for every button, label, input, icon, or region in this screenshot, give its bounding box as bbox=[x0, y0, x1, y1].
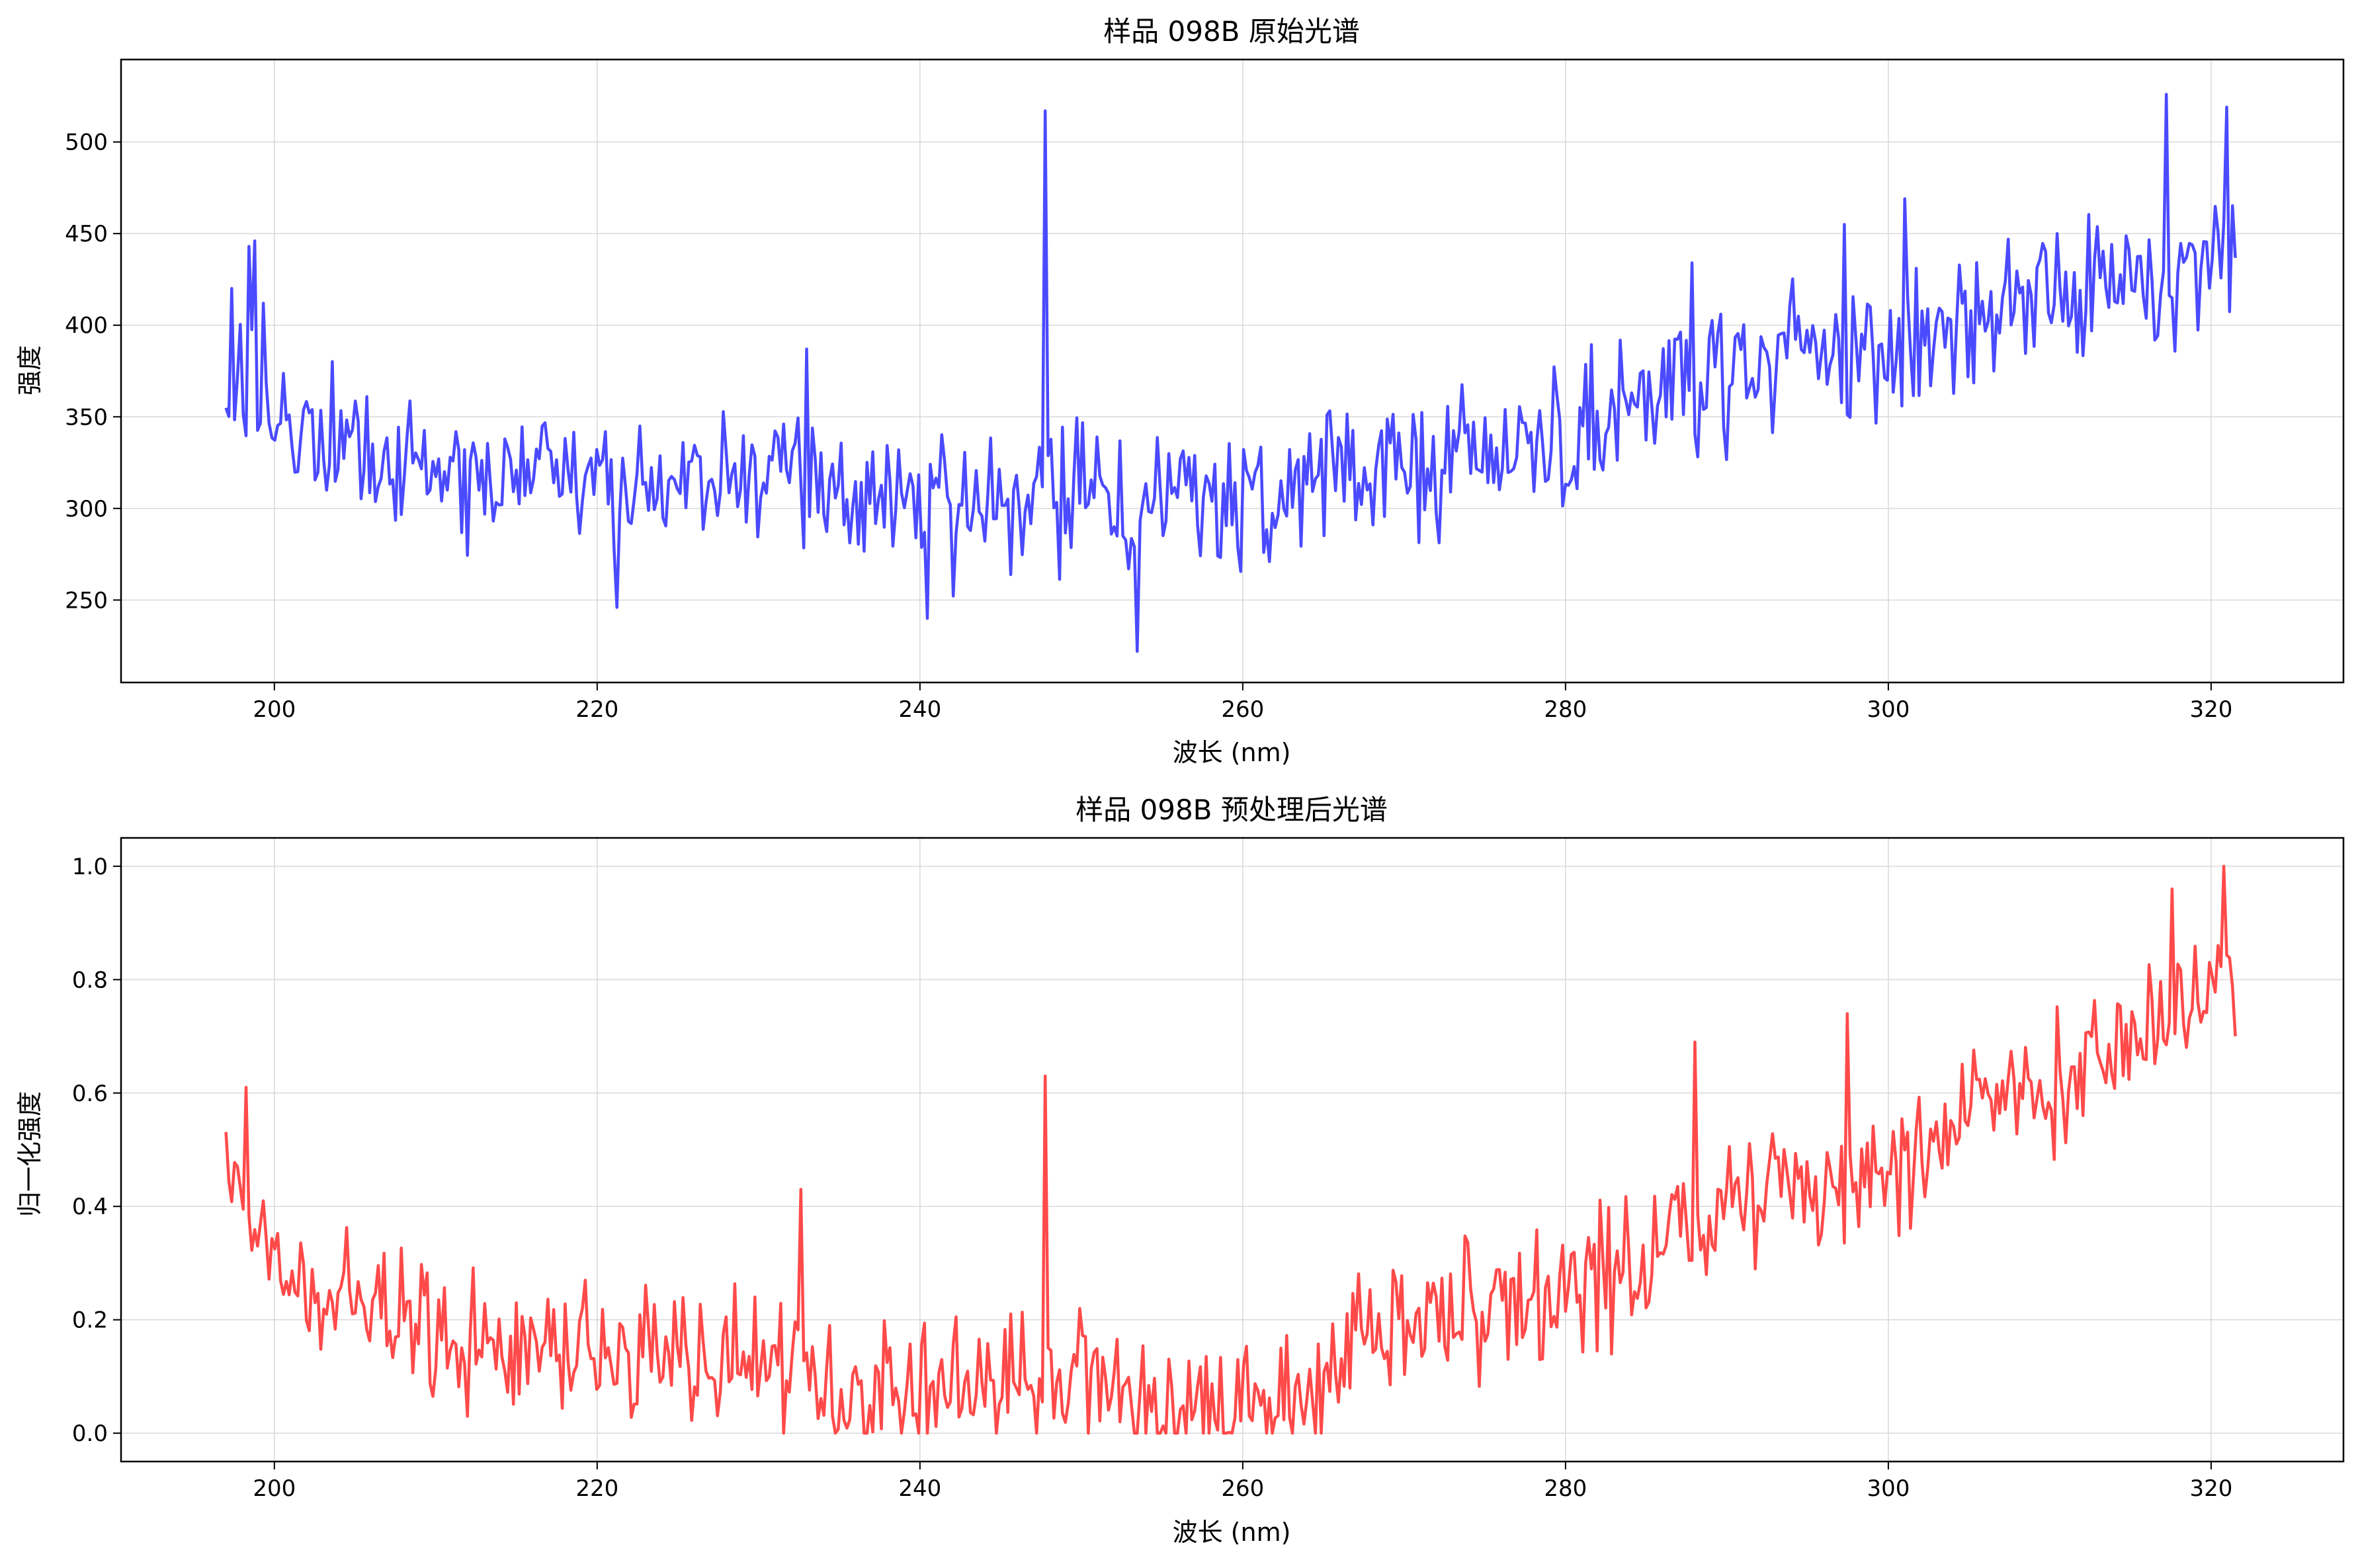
processed-spectrum-y-label: 归一化强度 bbox=[15, 1091, 44, 1217]
raw-spectrum-series bbox=[224, 93, 2237, 653]
raw-spectrum-y-tick-label: 300 bbox=[65, 496, 108, 522]
raw-spectrum-line bbox=[224, 93, 2237, 653]
processed-spectrum-y-tick-label: 0.0 bbox=[72, 1421, 108, 1447]
raw-spectrum-y-ticks: 250 300 350 400 450 500 bbox=[65, 130, 121, 614]
raw-spectrum-y-tick-label: 450 bbox=[65, 221, 108, 247]
processed-spectrum-x-tick-label: 260 bbox=[1221, 1475, 1264, 1502]
processed-spectrum-line bbox=[224, 864, 2237, 1435]
processed-spectrum-y-tick-label: 0.6 bbox=[72, 1081, 108, 1107]
raw-spectrum-x-tick-label: 240 bbox=[898, 696, 941, 723]
raw-spectrum-panel: 样品 098B 原始光谱 200 220 240 260 280 300 320 250 30… bbox=[15, 15, 2345, 767]
raw-spectrum-frame bbox=[120, 58, 2345, 684]
raw-spectrum-x-tick-label: 200 bbox=[253, 696, 296, 723]
raw-spectrum-x-tick-label: 320 bbox=[2189, 696, 2232, 723]
processed-spectrum-frame bbox=[120, 837, 2345, 1463]
processed-spectrum-x-ticks: 200 220 240 260 280 300 320 bbox=[253, 1462, 2232, 1502]
raw-spectrum-x-tick-label: 220 bbox=[575, 696, 618, 723]
processed-spectrum-panel: 样品 098B 预处理后光谱 200 220 240 260 280 300 320 0.0… bbox=[15, 794, 2345, 1547]
raw-spectrum-y-tick-label: 250 bbox=[65, 587, 108, 614]
processed-spectrum-y-tick-label: 0.4 bbox=[72, 1194, 108, 1220]
processed-spectrum-y-tick-label: 0.8 bbox=[72, 967, 108, 993]
raw-spectrum-x-tick-label: 300 bbox=[1867, 696, 1910, 723]
raw-spectrum-y-label: 强度 bbox=[15, 345, 44, 395]
processed-spectrum-y-ticks: 0.0 0.2 0.4 0.6 0.8 1.0 bbox=[72, 854, 121, 1447]
raw-spectrum-y-tick-label: 500 bbox=[65, 130, 108, 156]
raw-spectrum-x-tick-label: 260 bbox=[1221, 696, 1264, 723]
processed-spectrum-x-label: 波长 (nm) bbox=[1173, 1518, 1291, 1547]
processed-spectrum-y-tick-label: 1.0 bbox=[72, 854, 108, 880]
processed-spectrum-x-tick-label: 320 bbox=[2189, 1475, 2232, 1502]
processed-spectrum-grid bbox=[121, 838, 2343, 1462]
raw-spectrum-x-label: 波长 (nm) bbox=[1173, 738, 1291, 767]
processed-spectrum-x-tick-label: 240 bbox=[898, 1475, 941, 1502]
processed-spectrum-title: 样品 098B 预处理后光谱 bbox=[1075, 794, 1388, 826]
raw-spectrum-y-tick-label: 400 bbox=[65, 313, 108, 339]
processed-spectrum-x-tick-label: 200 bbox=[253, 1475, 296, 1502]
raw-spectrum-title: 样品 098B 原始光谱 bbox=[1103, 15, 1360, 48]
processed-spectrum-x-tick-label: 220 bbox=[575, 1475, 618, 1502]
processed-spectrum-y-tick-label: 0.2 bbox=[72, 1307, 108, 1334]
raw-spectrum-grid bbox=[121, 60, 2343, 682]
processed-spectrum-series bbox=[224, 864, 2237, 1435]
raw-spectrum-x-tick-label: 280 bbox=[1544, 696, 1587, 723]
raw-spectrum-y-tick-label: 350 bbox=[65, 404, 108, 431]
processed-spectrum-x-tick-label: 300 bbox=[1867, 1475, 1910, 1502]
processed-spectrum-x-tick-label: 280 bbox=[1544, 1475, 1587, 1502]
raw-spectrum-x-ticks: 200 220 240 260 280 300 320 bbox=[253, 682, 2232, 723]
